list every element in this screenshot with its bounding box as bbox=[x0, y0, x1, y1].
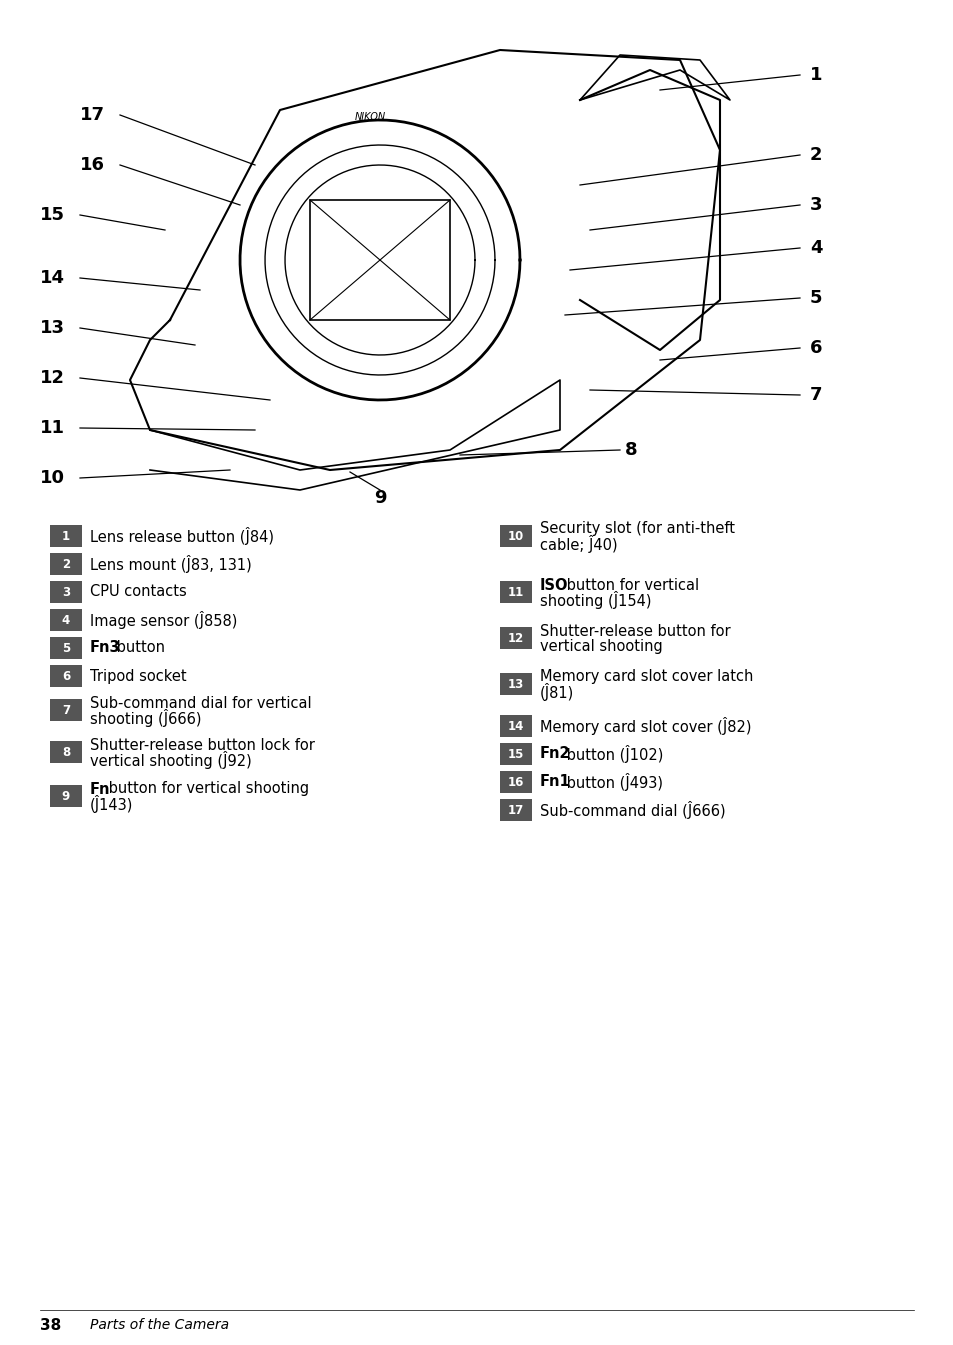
Text: 12: 12 bbox=[507, 632, 523, 644]
FancyBboxPatch shape bbox=[499, 672, 532, 695]
Text: Lens release button (Ĵ84): Lens release button (Ĵ84) bbox=[90, 527, 274, 545]
FancyBboxPatch shape bbox=[50, 638, 82, 659]
Text: 9: 9 bbox=[374, 490, 386, 507]
Text: Shutter-release button lock for: Shutter-release button lock for bbox=[90, 737, 314, 752]
Text: 1: 1 bbox=[62, 530, 70, 542]
FancyBboxPatch shape bbox=[499, 581, 532, 603]
Text: 1: 1 bbox=[809, 66, 821, 83]
Text: 2: 2 bbox=[62, 557, 70, 570]
FancyBboxPatch shape bbox=[50, 699, 82, 721]
Text: Image sensor (Ĵ858): Image sensor (Ĵ858) bbox=[90, 611, 237, 629]
Text: 13: 13 bbox=[507, 678, 523, 690]
FancyBboxPatch shape bbox=[50, 785, 82, 807]
Text: 3: 3 bbox=[62, 585, 70, 599]
Text: 15: 15 bbox=[507, 748, 523, 760]
Text: 16: 16 bbox=[507, 776, 523, 788]
Text: shooting (Ĵ154): shooting (Ĵ154) bbox=[539, 590, 651, 609]
FancyBboxPatch shape bbox=[499, 716, 532, 737]
FancyBboxPatch shape bbox=[50, 741, 82, 763]
Text: 14: 14 bbox=[507, 720, 523, 733]
Text: (Ĵ81): (Ĵ81) bbox=[539, 683, 574, 701]
Text: button (Ĵ102): button (Ĵ102) bbox=[561, 745, 662, 763]
Text: cable; Ĵ40): cable; Ĵ40) bbox=[539, 535, 617, 553]
Text: vertical shooting (Ĵ92): vertical shooting (Ĵ92) bbox=[90, 751, 252, 769]
Text: Parts of the Camera: Parts of the Camera bbox=[90, 1318, 229, 1332]
Text: 3: 3 bbox=[809, 196, 821, 214]
Text: 11: 11 bbox=[507, 585, 523, 599]
FancyBboxPatch shape bbox=[499, 771, 532, 794]
Text: 11: 11 bbox=[40, 420, 65, 437]
Text: NIKON: NIKON bbox=[355, 112, 385, 122]
Text: 7: 7 bbox=[62, 703, 70, 717]
Text: 8: 8 bbox=[624, 441, 637, 459]
Text: 7: 7 bbox=[809, 386, 821, 404]
Text: 4: 4 bbox=[62, 613, 71, 627]
Text: button (Ĵ493): button (Ĵ493) bbox=[561, 773, 662, 791]
Text: Memory card slot cover latch: Memory card slot cover latch bbox=[539, 670, 753, 685]
Text: 4: 4 bbox=[809, 239, 821, 257]
Text: 5: 5 bbox=[809, 289, 821, 307]
FancyBboxPatch shape bbox=[499, 627, 532, 650]
Text: button for vertical shooting: button for vertical shooting bbox=[104, 781, 309, 796]
FancyBboxPatch shape bbox=[499, 799, 532, 820]
FancyBboxPatch shape bbox=[50, 525, 82, 547]
Text: Tripod socket: Tripod socket bbox=[90, 668, 187, 683]
Text: shooting (Ĵ666): shooting (Ĵ666) bbox=[90, 709, 201, 728]
Text: ISO: ISO bbox=[539, 577, 568, 593]
Text: 14: 14 bbox=[40, 269, 65, 286]
Text: (Ĵ143): (Ĵ143) bbox=[90, 795, 133, 812]
Text: 10: 10 bbox=[507, 530, 523, 542]
Text: 15: 15 bbox=[40, 206, 65, 225]
Text: Shutter-release button for: Shutter-release button for bbox=[539, 624, 730, 639]
Text: 38: 38 bbox=[40, 1318, 61, 1333]
Text: 2: 2 bbox=[809, 147, 821, 164]
Text: Fn: Fn bbox=[90, 781, 111, 796]
Text: 12: 12 bbox=[40, 369, 65, 387]
Text: Security slot (for anti-theft: Security slot (for anti-theft bbox=[539, 522, 734, 537]
Text: button for vertical: button for vertical bbox=[561, 577, 698, 593]
Text: Sub-command dial for vertical: Sub-command dial for vertical bbox=[90, 695, 312, 710]
Text: 16: 16 bbox=[80, 156, 105, 174]
Text: Fn1: Fn1 bbox=[539, 775, 570, 790]
FancyBboxPatch shape bbox=[50, 581, 82, 603]
FancyBboxPatch shape bbox=[50, 553, 82, 576]
Text: Lens mount (Ĵ83, 131): Lens mount (Ĵ83, 131) bbox=[90, 555, 252, 573]
Text: 10: 10 bbox=[40, 469, 65, 487]
FancyBboxPatch shape bbox=[50, 609, 82, 631]
Text: Memory card slot cover (Ĵ82): Memory card slot cover (Ĵ82) bbox=[539, 717, 751, 734]
Text: button: button bbox=[112, 640, 165, 655]
Text: CPU contacts: CPU contacts bbox=[90, 585, 187, 600]
FancyBboxPatch shape bbox=[50, 664, 82, 687]
Text: vertical shooting: vertical shooting bbox=[539, 639, 662, 654]
Text: 8: 8 bbox=[62, 745, 71, 759]
Text: 5: 5 bbox=[62, 642, 71, 655]
Text: 13: 13 bbox=[40, 319, 65, 338]
Text: Sub-command dial (Ĵ666): Sub-command dial (Ĵ666) bbox=[539, 802, 725, 819]
Text: 17: 17 bbox=[507, 803, 523, 816]
FancyBboxPatch shape bbox=[499, 525, 532, 547]
Text: 9: 9 bbox=[62, 790, 71, 803]
Text: 17: 17 bbox=[80, 106, 105, 124]
FancyBboxPatch shape bbox=[499, 742, 532, 765]
Text: 6: 6 bbox=[62, 670, 71, 682]
Text: 6: 6 bbox=[809, 339, 821, 356]
Text: Fn3: Fn3 bbox=[90, 640, 120, 655]
Text: Fn2: Fn2 bbox=[539, 746, 570, 761]
